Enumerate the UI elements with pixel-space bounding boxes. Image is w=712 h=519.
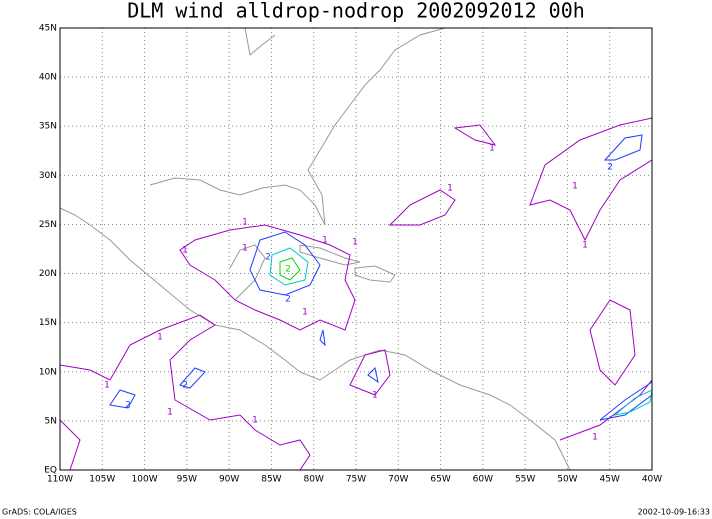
- lat-label: EQ: [44, 466, 57, 476]
- lon-label: 85W: [261, 475, 281, 485]
- contour: [179, 224, 356, 331]
- lon-label: 75W: [346, 475, 366, 485]
- contour-label: 1: [352, 238, 358, 248]
- contour-label: 1: [182, 246, 188, 256]
- footer-left: GrADS: COLA/IGES: [2, 508, 77, 517]
- contour-label: 2: [285, 295, 291, 305]
- coastline: [299, 244, 361, 266]
- contour: [59, 314, 311, 471]
- lat-label: 30N: [39, 171, 57, 181]
- lon-label: 55W: [515, 475, 535, 485]
- coastline: [354, 265, 396, 283]
- coastlines: [59, 27, 571, 471]
- lon-label: 95W: [177, 475, 197, 485]
- contour: [269, 247, 309, 286]
- contours: [59, 117, 653, 471]
- contour-label: 1: [372, 391, 378, 401]
- title: DLM wind alldrop-nodrop 2002092012 00h: [127, 0, 585, 23]
- lon-label: 105W: [89, 475, 115, 485]
- contour-label: 2: [265, 253, 271, 263]
- coastline: [244, 27, 276, 56]
- contour-label: 1: [582, 241, 588, 251]
- lat-label: 5N: [45, 416, 57, 426]
- lon-label: 45W: [600, 475, 620, 485]
- lat-label: 45N: [39, 24, 57, 34]
- contour-label: 1: [489, 144, 495, 154]
- grid: [60, 28, 652, 470]
- lon-label: 40W: [642, 475, 662, 485]
- contour-label: 1: [252, 416, 258, 426]
- lat-label: 25N: [39, 220, 57, 230]
- contour: [279, 257, 301, 281]
- lon-label: 90W: [219, 475, 239, 485]
- contour-label: 2: [607, 163, 613, 173]
- contour-label: 1: [167, 408, 173, 418]
- contour-label: 2: [125, 401, 131, 411]
- contour-label: 1: [572, 182, 578, 192]
- lat-label: 20N: [39, 269, 57, 279]
- contour-label: 2: [285, 265, 291, 275]
- lat-label: 15N: [39, 318, 57, 328]
- contour-label: 1: [157, 333, 163, 343]
- contour-label: 1: [592, 433, 598, 443]
- lon-label: 60W: [473, 475, 493, 485]
- contour-label: 1: [104, 381, 110, 391]
- lon-label: 80W: [304, 475, 324, 485]
- lat-label: 10N: [39, 367, 57, 377]
- contour: [453, 124, 497, 146]
- contour: [109, 367, 206, 409]
- lon-label: 70W: [388, 475, 408, 485]
- contour-label: 1: [242, 244, 248, 254]
- contour-label: 2: [182, 381, 188, 391]
- contour: [613, 389, 653, 416]
- lon-label: 100W: [132, 475, 158, 485]
- contour: [529, 117, 653, 242]
- labels: EQ 5N 10N 15N 20N 25N 30N 35N 40N 45N 110W 105W 100W…: [39, 24, 662, 485]
- contour: [388, 189, 456, 226]
- contour-label: 1: [242, 218, 248, 228]
- lon-label: 65W: [430, 475, 450, 485]
- contour: [349, 349, 391, 396]
- contour-label: 1: [447, 184, 453, 194]
- footer-right: 2002-10-09-16:33: [638, 508, 710, 517]
- lon-label: 110W: [47, 475, 73, 485]
- contour: [249, 231, 321, 296]
- contour-label: 1: [302, 308, 308, 318]
- contour: [319, 329, 379, 384]
- coastline: [149, 27, 446, 226]
- coastline: [229, 244, 266, 301]
- lon-label: 50W: [557, 475, 577, 485]
- plot-frame: [59, 27, 653, 471]
- contour: [559, 299, 653, 441]
- contour: [599, 381, 653, 421]
- lat-label: 40N: [39, 73, 57, 83]
- lat-label: 35N: [39, 122, 57, 132]
- contour-label: 1: [322, 236, 328, 246]
- coastline: [59, 207, 571, 471]
- contour: [603, 134, 643, 161]
